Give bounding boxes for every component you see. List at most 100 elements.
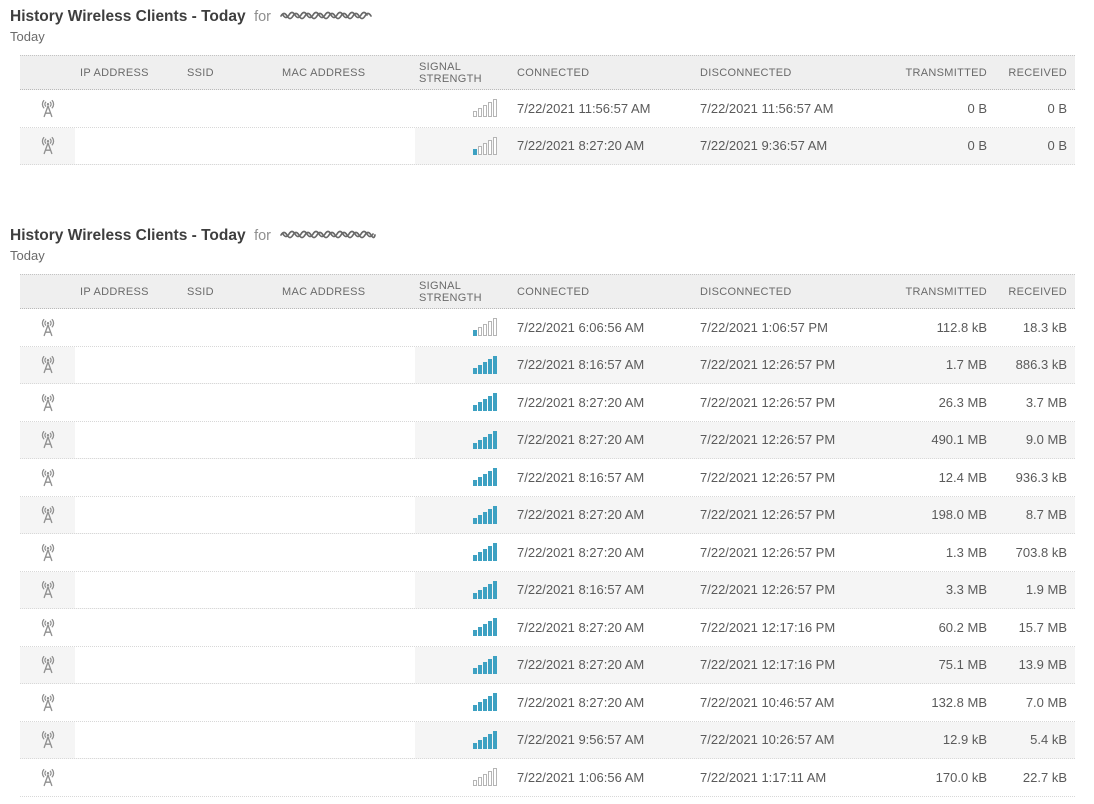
table-row: 7/22/2021 8:27:20 AM 7/22/2021 12:26:57 …: [20, 534, 1075, 572]
wireless-client-cell: [20, 572, 75, 609]
disconnected-cell: 7/22/2021 12:17:16 PM: [700, 619, 836, 635]
ip-address-cell: [75, 534, 175, 571]
mac-address-cell: [270, 646, 415, 683]
ssid-cell: [175, 384, 270, 421]
wireless-client-cell: [20, 128, 75, 165]
wireless-client-cell: [20, 384, 75, 421]
transmitted-cell: 490.1 MB: [931, 432, 987, 448]
table-body: 7/22/2021 6:06:56 AM 7/22/2021 1:06:57 P…: [20, 309, 1075, 797]
signal-strength-cell: [415, 90, 505, 127]
ip-address-cell: [75, 90, 175, 127]
section-title: History Wireless Clients - Today: [10, 8, 246, 25]
disconnected-cell: 7/22/2021 12:26:57 PM: [700, 582, 836, 598]
mac-address-cell: [270, 721, 415, 758]
disconnected-cell: 7/22/2021 1:06:57 PM: [700, 319, 828, 335]
transmitted-cell: 170.0 kB: [935, 769, 987, 785]
mac-address-cell: [270, 309, 415, 346]
section-subtitle: Today: [10, 29, 45, 44]
signal-bars-icon: [473, 468, 497, 487]
wireless-clients-table: IP ADDRESS SSID MAC ADDRESS SIGNAL STRENGTH…: [20, 55, 1075, 165]
disconnected-cell: 7/22/2021 11:56:57 AM: [700, 100, 834, 116]
table-row: 7/22/2021 8:27:20 AM 7/22/2021 9:36:57 A…: [20, 127, 1075, 165]
mac-address-cell: [270, 534, 415, 571]
table-header-row: IP ADDRESS SSID MAC ADDRESS SIGNAL STRENGTH…: [20, 55, 1075, 90]
ip-address-cell: [75, 496, 175, 533]
disconnected-cell: 7/22/2021 10:46:57 AM: [700, 694, 835, 710]
disconnected-cell: 7/22/2021 12:26:57 PM: [700, 507, 836, 523]
transmitted-cell: 0 B: [967, 138, 987, 154]
table-row: 7/22/2021 8:27:20 AM 7/22/2021 12:26:57 …: [20, 421, 1075, 459]
antenna-icon: [37, 97, 59, 120]
signal-strength-cell: [415, 759, 505, 796]
mac-address-cell: [270, 346, 415, 383]
transmitted-cell: 132.8 MB: [931, 694, 987, 710]
column-header-received: RECEIVED: [1008, 285, 1067, 298]
signal-strength-cell: [415, 128, 505, 165]
mac-address-cell: [270, 459, 415, 496]
column-header-disconnected: DISCONNECTED: [700, 285, 792, 298]
antenna-icon: [37, 316, 59, 339]
section-subtitle: Today: [10, 248, 45, 263]
received-cell: 18.3 kB: [1022, 319, 1067, 335]
connected-cell: 7/22/2021 8:16:57 AM: [517, 582, 645, 598]
connected-cell: 7/22/2021 11:56:57 AM: [517, 100, 651, 116]
connected-cell: 7/22/2021 8:16:57 AM: [517, 357, 645, 373]
signal-strength-cell: [415, 722, 505, 759]
transmitted-cell: 112.8 kB: [936, 319, 987, 335]
connected-cell: 7/22/2021 8:27:20 AM: [517, 138, 645, 154]
ssid-cell: [175, 90, 270, 127]
ssid-cell: [175, 646, 270, 683]
table-row: 7/22/2021 1:06:56 AM 7/22/2021 1:17:11 A…: [20, 759, 1075, 797]
ssid-cell: [175, 721, 270, 758]
connected-cell: 7/22/2021 9:56:57 AM: [517, 732, 645, 748]
history-section-1: History Wireless Clients - Today for Tod…: [0, 0, 1094, 165]
received-cell: 13.9 MB: [1018, 657, 1067, 673]
table-row: 7/22/2021 8:16:57 AM 7/22/2021 12:26:57 …: [20, 459, 1075, 497]
ssid-cell: [175, 421, 270, 458]
ip-address-cell: [75, 127, 175, 164]
column-header-transmitted: TRANSMITTED: [905, 66, 987, 79]
wireless-client-cell: [20, 497, 75, 534]
ssid-cell: [175, 759, 270, 796]
ssid-cell: [175, 534, 270, 571]
wireless-client-cell: [20, 647, 75, 684]
transmitted-cell: 3.3 MB: [945, 582, 987, 598]
ssid-cell: [175, 496, 270, 533]
column-header-disconnected: DISCONNECTED: [700, 66, 792, 79]
antenna-icon: [37, 728, 59, 751]
connected-cell: 7/22/2021 8:27:20 AM: [517, 432, 645, 448]
table-row: 7/22/2021 8:27:20 AM 7/22/2021 10:46:57 …: [20, 684, 1075, 722]
disconnected-cell: 7/22/2021 9:36:57 AM: [700, 138, 828, 154]
received-cell: 8.7 MB: [1025, 507, 1067, 523]
ip-address-cell: [75, 384, 175, 421]
mac-address-cell: [270, 90, 415, 127]
antenna-icon: [37, 578, 59, 601]
section-title-block: History Wireless Clients - Today for Tod…: [10, 226, 1094, 264]
antenna-icon: [37, 391, 59, 414]
received-cell: 7.0 MB: [1025, 694, 1067, 710]
disconnected-cell: 7/22/2021 10:26:57 AM: [700, 732, 835, 748]
ip-address-cell: [75, 646, 175, 683]
signal-strength-cell: [415, 347, 505, 384]
received-cell: 886.3 kB: [1015, 357, 1067, 373]
column-header-ip: IP ADDRESS: [80, 66, 149, 79]
received-cell: 0 B: [1047, 138, 1067, 154]
redacted-device-name-scribble: [279, 7, 375, 27]
signal-strength-cell: [415, 609, 505, 646]
wireless-client-cell: [20, 422, 75, 459]
signal-bars-icon: [473, 136, 497, 155]
redacted-device-name-scribble: [279, 226, 379, 246]
column-header-ssid: SSID: [187, 66, 214, 79]
signal-strength-cell: [415, 497, 505, 534]
received-cell: 1.9 MB: [1025, 582, 1067, 598]
wireless-client-cell: [20, 722, 75, 759]
mac-address-cell: [270, 571, 415, 608]
wireless-client-cell: [20, 459, 75, 496]
connected-cell: 7/22/2021 1:06:56 AM: [517, 769, 645, 785]
signal-bars-icon: [473, 393, 497, 412]
transmitted-cell: 198.0 MB: [931, 507, 987, 523]
received-cell: 22.7 kB: [1022, 769, 1067, 785]
wireless-client-cell: [20, 347, 75, 384]
table-row: 7/22/2021 8:16:57 AM 7/22/2021 12:26:57 …: [20, 346, 1075, 384]
antenna-icon: [37, 353, 59, 376]
